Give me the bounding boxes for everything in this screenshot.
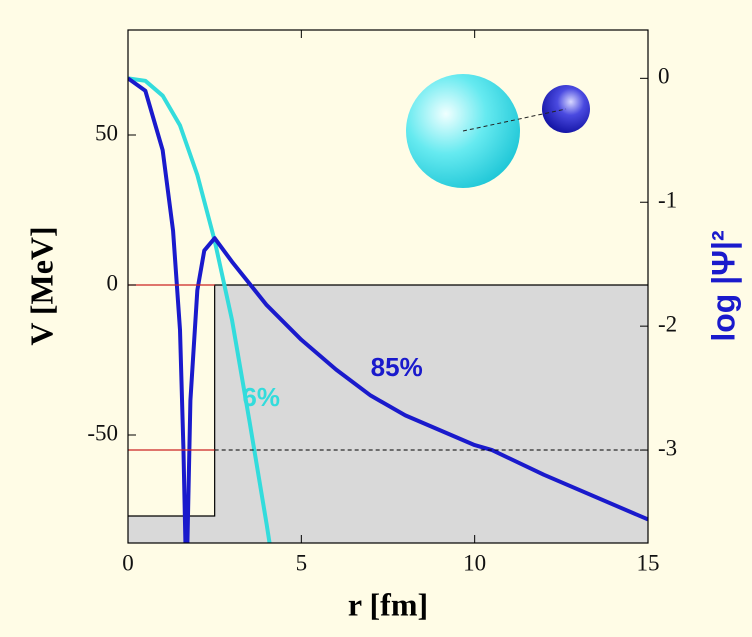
potential-area	[128, 285, 648, 543]
x-tick-label: 15	[637, 550, 660, 575]
wavefunction-line	[128, 76, 272, 543]
x-tick-label: 0	[122, 550, 134, 575]
x-tick-label: 5	[296, 550, 308, 575]
y-axis-title: V [MeV]	[23, 226, 59, 345]
y2-axis-title: log |Ψ|²	[705, 230, 741, 341]
y-tick-label: -50	[87, 420, 118, 445]
plot-frame	[127, 29, 649, 544]
x-tick-label: 10	[463, 550, 486, 575]
annotation: 6%	[242, 382, 280, 412]
y-tick-label: 50	[95, 120, 118, 145]
annotation: 85%	[371, 352, 423, 382]
plot-area	[128, 76, 648, 543]
separation-line	[462, 108, 567, 132]
potential-line	[128, 284, 648, 517]
y-tick-label: 0	[107, 270, 119, 295]
y2-tick-label: -1	[658, 188, 677, 213]
y2-tick-label: 0	[658, 64, 670, 89]
x-axis-title: r [fm]	[348, 586, 428, 622]
y2-tick-label: -2	[658, 311, 677, 336]
y2-tick-label: -3	[658, 435, 677, 460]
